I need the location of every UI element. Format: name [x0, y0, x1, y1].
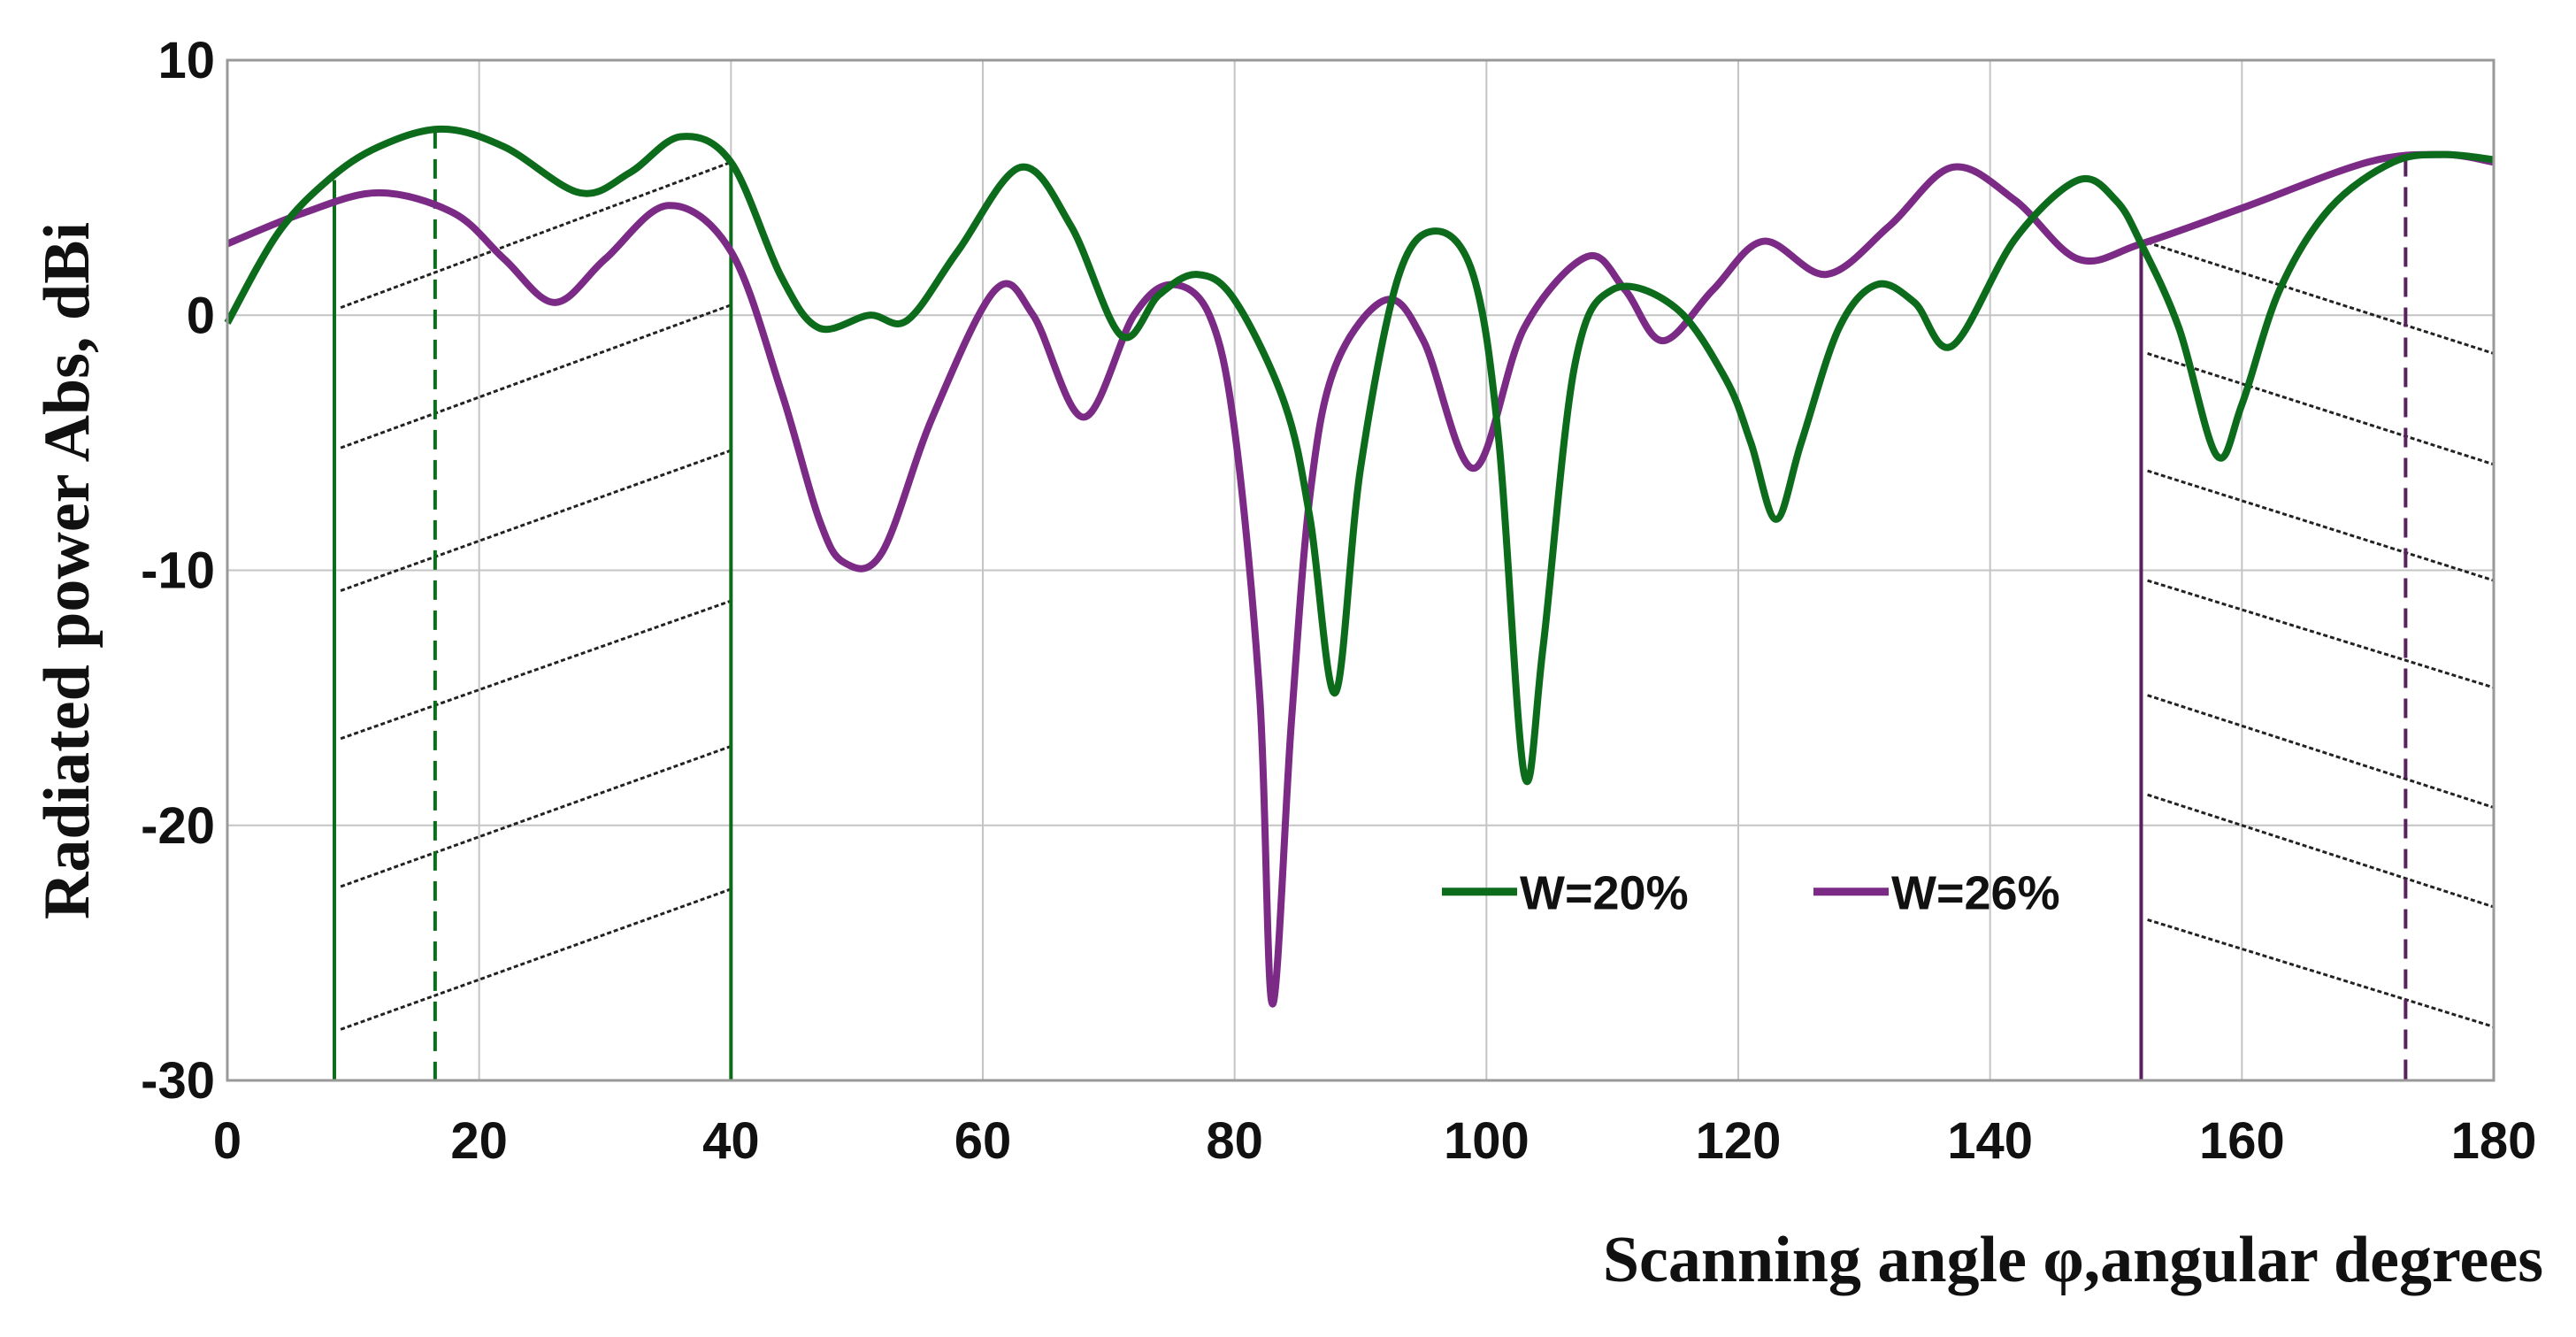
hatch-line — [340, 887, 732, 1031]
hatch-line — [340, 304, 732, 450]
hatch-line — [2147, 352, 2495, 466]
x-tick-label: 40 — [702, 1112, 760, 1170]
x-tick-label: 80 — [1206, 1112, 1263, 1170]
y-tick-label: 10 — [157, 32, 215, 89]
series-lines — [224, 125, 2495, 1008]
hatch-line — [2147, 469, 2495, 582]
legend-label: W=26% — [1891, 867, 2060, 920]
y-tick-label: -30 — [141, 1052, 215, 1110]
hatch-line — [2147, 918, 2495, 1028]
plot-frame — [226, 58, 2496, 1082]
x-tick-label: 140 — [1947, 1112, 2033, 1170]
hatch-line — [2147, 579, 2495, 689]
grid — [226, 59, 2495, 1081]
hatch-line — [340, 160, 732, 310]
x-tick-label: 120 — [1696, 1112, 1782, 1170]
y-tick-label: -10 — [141, 542, 215, 600]
y-tick-label: 0 — [187, 287, 215, 344]
hatch-line — [340, 449, 732, 592]
y-axis-label: Radiated power Abs, dBi — [31, 222, 104, 919]
hatch-line — [2147, 241, 2495, 355]
hatch-line — [340, 599, 732, 741]
hatch-regions — [332, 128, 2495, 1080]
x-tick-label: 0 — [213, 1112, 242, 1170]
x-tick-label: 20 — [450, 1112, 508, 1170]
series-line-w20 — [224, 125, 2495, 786]
x-tick-label: 160 — [2199, 1112, 2285, 1170]
y-tick-label: -20 — [141, 797, 215, 855]
hatch-line — [2147, 694, 2495, 809]
x-axis-label: Scanning angle φ,angular degrees — [1603, 1224, 2543, 1296]
legend-label: W=20% — [1520, 867, 1689, 920]
hatch-line — [2147, 793, 2495, 909]
series-line-w26 — [226, 150, 2495, 1008]
legend: W=20% W=26% — [1442, 867, 2060, 920]
hatch-line — [340, 744, 732, 888]
x-tick-label: 100 — [1444, 1112, 1530, 1170]
x-tick-label: 60 — [954, 1112, 1012, 1170]
x-tick-label: 180 — [2451, 1112, 2537, 1170]
